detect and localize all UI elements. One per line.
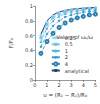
svg-text:4: 4 [82,82,85,88]
svg-text:1: 1 [30,3,33,9]
svg-text:0: 0 [33,82,36,88]
svg-text:1: 1 [65,48,68,54]
svg-text:0.5: 0.5 [65,41,73,47]
svg-text:5: 5 [94,82,97,88]
svg-text:u = (R₁ − R₂)/R₀: u = (R₁ − R₂)/R₀ [43,92,88,98]
svg-text:2: 2 [65,54,68,60]
svg-text:0.8: 0.8 [25,18,33,24]
svg-text:3: 3 [70,82,73,88]
svg-text:0.2: 0.2 [25,62,33,68]
svg-text:0.4: 0.4 [25,47,33,53]
svg-text:1: 1 [45,82,48,88]
svg-text:2: 2 [57,82,60,88]
svg-text:0.6: 0.6 [25,33,33,39]
svg-text:4: 4 [65,61,68,67]
svg-text:0: 0 [29,77,33,83]
svg-text:F/F₀: F/F₀ [8,37,14,48]
svg-text:analytical: analytical [65,68,89,75]
svg-text:Values of ω₀/ω: Values of ω₀/ω [57,34,93,40]
